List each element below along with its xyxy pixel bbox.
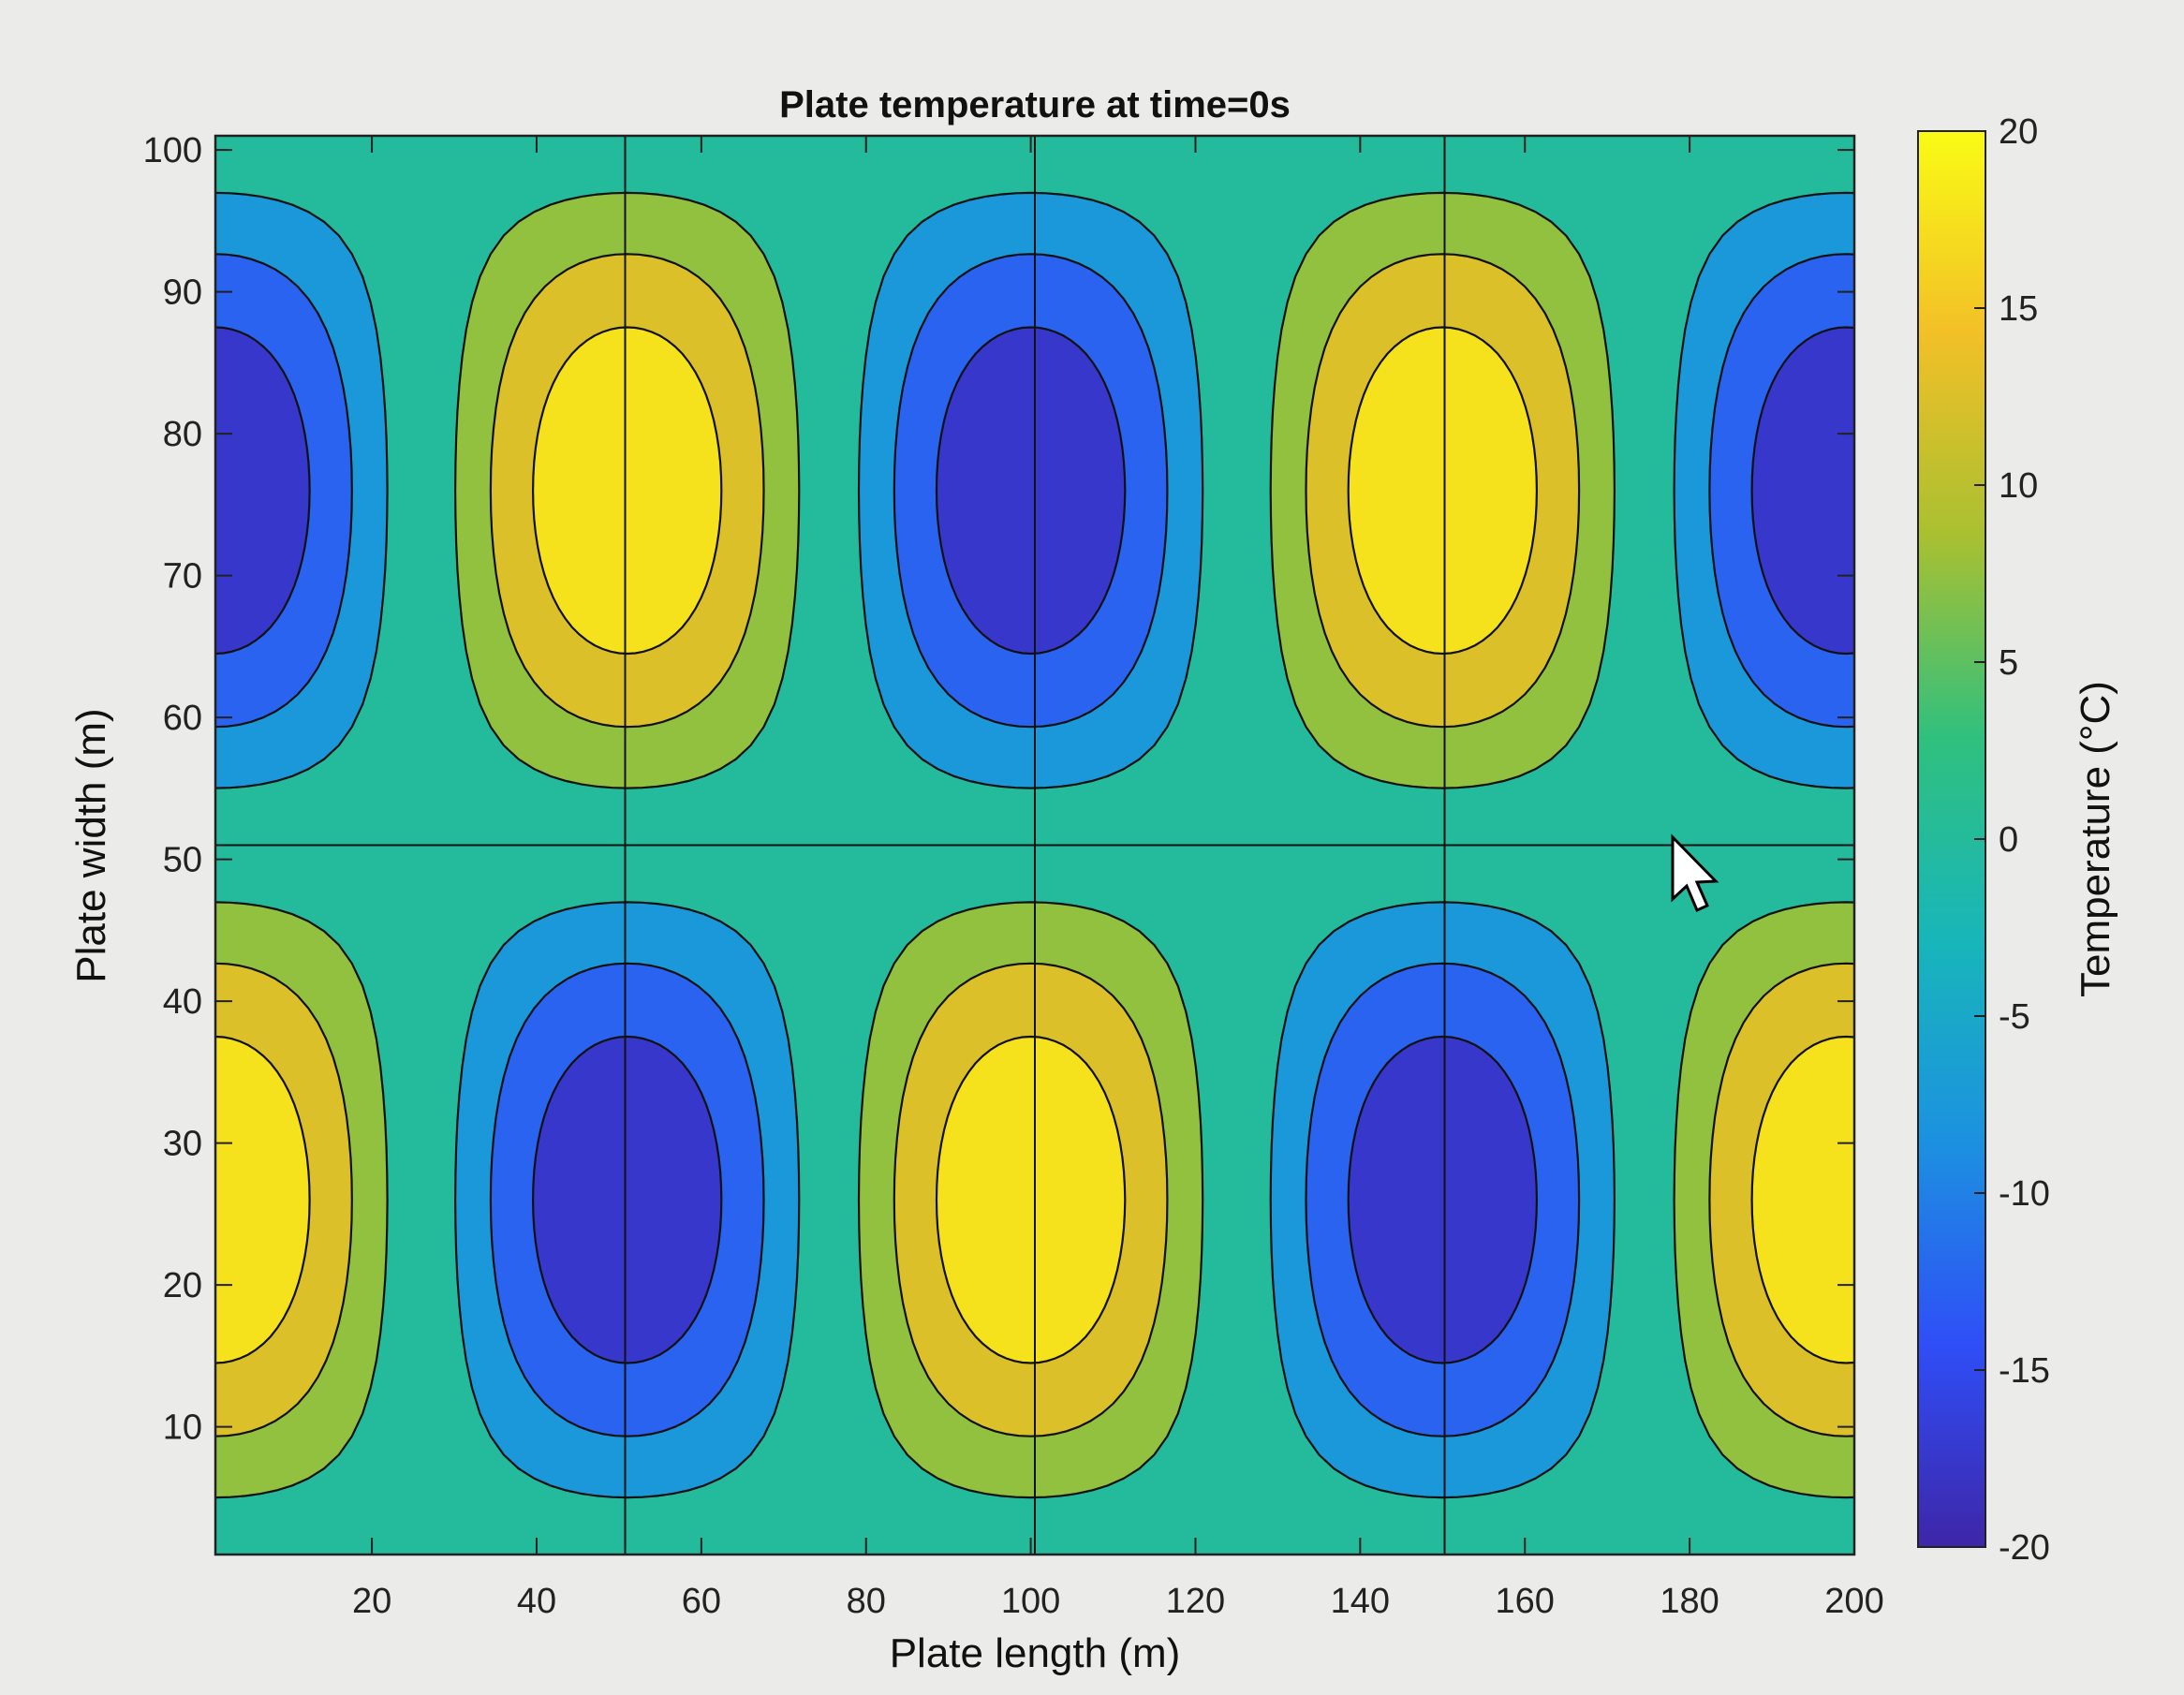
x-axis-ticks: 20 40 60 80 100 120 140 160 180 200 xyxy=(352,136,1884,1621)
contour-line xyxy=(215,1035,311,1364)
contour-line xyxy=(453,191,801,789)
contour-band xyxy=(1348,327,1537,654)
contour-line xyxy=(857,901,1204,1499)
contour-line xyxy=(1750,1035,1854,1364)
contour-line xyxy=(215,326,311,656)
y-tick-label: 60 xyxy=(163,699,202,738)
x-tick-label: 200 xyxy=(1824,1582,1883,1621)
x-tick-label: 160 xyxy=(1496,1582,1555,1621)
colorbar-tick-label: 5 xyxy=(1999,643,2018,683)
contour-line xyxy=(893,962,1169,1437)
x-tick-label: 180 xyxy=(1660,1582,1719,1621)
y-tick-label: 10 xyxy=(163,1408,202,1448)
x-axis-label: Plate length (m) xyxy=(890,1630,1181,1676)
contour-line xyxy=(1347,326,1539,656)
chart-title: Plate temperature at time=0s xyxy=(779,84,1291,125)
contour-band xyxy=(1751,1037,1854,1363)
colorbar-tick-label: -5 xyxy=(1999,997,2030,1037)
colorbar-tick-label: 0 xyxy=(1999,820,2018,860)
contour-band xyxy=(533,327,722,654)
x-tick-label: 40 xyxy=(517,1582,556,1621)
contour-line xyxy=(1673,901,1854,1499)
y-tick-label: 30 xyxy=(163,1125,202,1164)
contour-line xyxy=(489,962,765,1437)
x-tick-label: 120 xyxy=(1166,1582,1225,1621)
x-tick-label: 80 xyxy=(847,1582,886,1621)
contour-band xyxy=(1751,327,1854,654)
contour-band xyxy=(937,1037,1126,1363)
y-tick-label: 40 xyxy=(163,982,202,1022)
contour-line xyxy=(893,253,1169,729)
contour-line xyxy=(215,901,389,1499)
contour-line xyxy=(935,1035,1127,1364)
colorbar-ticks: 20 15 10 5 0 -5 -10 -15 -20 xyxy=(1974,112,2050,1568)
x-tick-label: 100 xyxy=(1001,1582,1060,1621)
contour-band xyxy=(937,327,1126,654)
contour-band xyxy=(1348,1037,1537,1363)
contour-lines xyxy=(215,136,1854,1555)
y-tick-label: 70 xyxy=(163,557,202,597)
contour-band xyxy=(533,1037,722,1363)
contour-line xyxy=(1750,326,1854,656)
contour-line xyxy=(1673,191,1854,789)
contour-line xyxy=(1269,901,1616,1499)
contour-line xyxy=(531,326,723,656)
colorbar-tick-label: 15 xyxy=(1999,289,2038,329)
plot-frame xyxy=(214,134,1856,1556)
contour-line xyxy=(857,191,1204,789)
contour-band xyxy=(215,327,310,654)
contour-line xyxy=(1708,962,1854,1437)
colorbar-label: Temperature (°C) xyxy=(2073,681,2118,997)
contour-line xyxy=(215,191,389,789)
x-tick-label: 60 xyxy=(682,1582,721,1621)
colorbar: 20 15 10 5 0 -5 -10 -15 -20 xyxy=(1917,112,2050,1568)
contour-line xyxy=(531,1035,723,1364)
y-tick-label: 50 xyxy=(163,841,202,880)
colorbar-tick-label: -20 xyxy=(1999,1528,2050,1568)
contour-line xyxy=(1305,253,1581,729)
contour-band xyxy=(215,1037,310,1363)
plot-area: 20 40 60 80 100 120 140 160 180 200 10 20 30 40 50 60 7… xyxy=(143,131,1884,1621)
contour-line xyxy=(215,962,353,1437)
y-tick-label: 80 xyxy=(163,415,202,454)
y-tick-label: 100 xyxy=(143,131,202,170)
mouse-pointer-icon xyxy=(1671,833,1719,913)
contour-line xyxy=(215,253,353,729)
x-tick-label: 140 xyxy=(1331,1582,1390,1621)
colorbar-tick-label: -15 xyxy=(1999,1351,2050,1391)
y-tick-label: 20 xyxy=(163,1266,202,1305)
contour-line xyxy=(1347,1035,1539,1364)
contour-line xyxy=(1269,191,1616,789)
colorbar-tick-label: 20 xyxy=(1999,112,2038,152)
colorbar-tick-label: -10 xyxy=(1999,1174,2050,1214)
x-tick-label: 20 xyxy=(352,1582,391,1621)
contour-line xyxy=(453,901,801,1499)
contour-line xyxy=(1305,962,1581,1437)
contour-line xyxy=(489,253,765,729)
y-axis-label: Plate width (m) xyxy=(68,708,114,982)
y-axis-ticks: 10 20 30 40 50 60 70 80 90 100 xyxy=(143,131,1854,1448)
contour-line xyxy=(935,326,1127,656)
y-tick-label: 90 xyxy=(163,273,202,313)
contour-line xyxy=(1708,253,1854,729)
colorbar-tick-label: 10 xyxy=(1999,466,2038,506)
